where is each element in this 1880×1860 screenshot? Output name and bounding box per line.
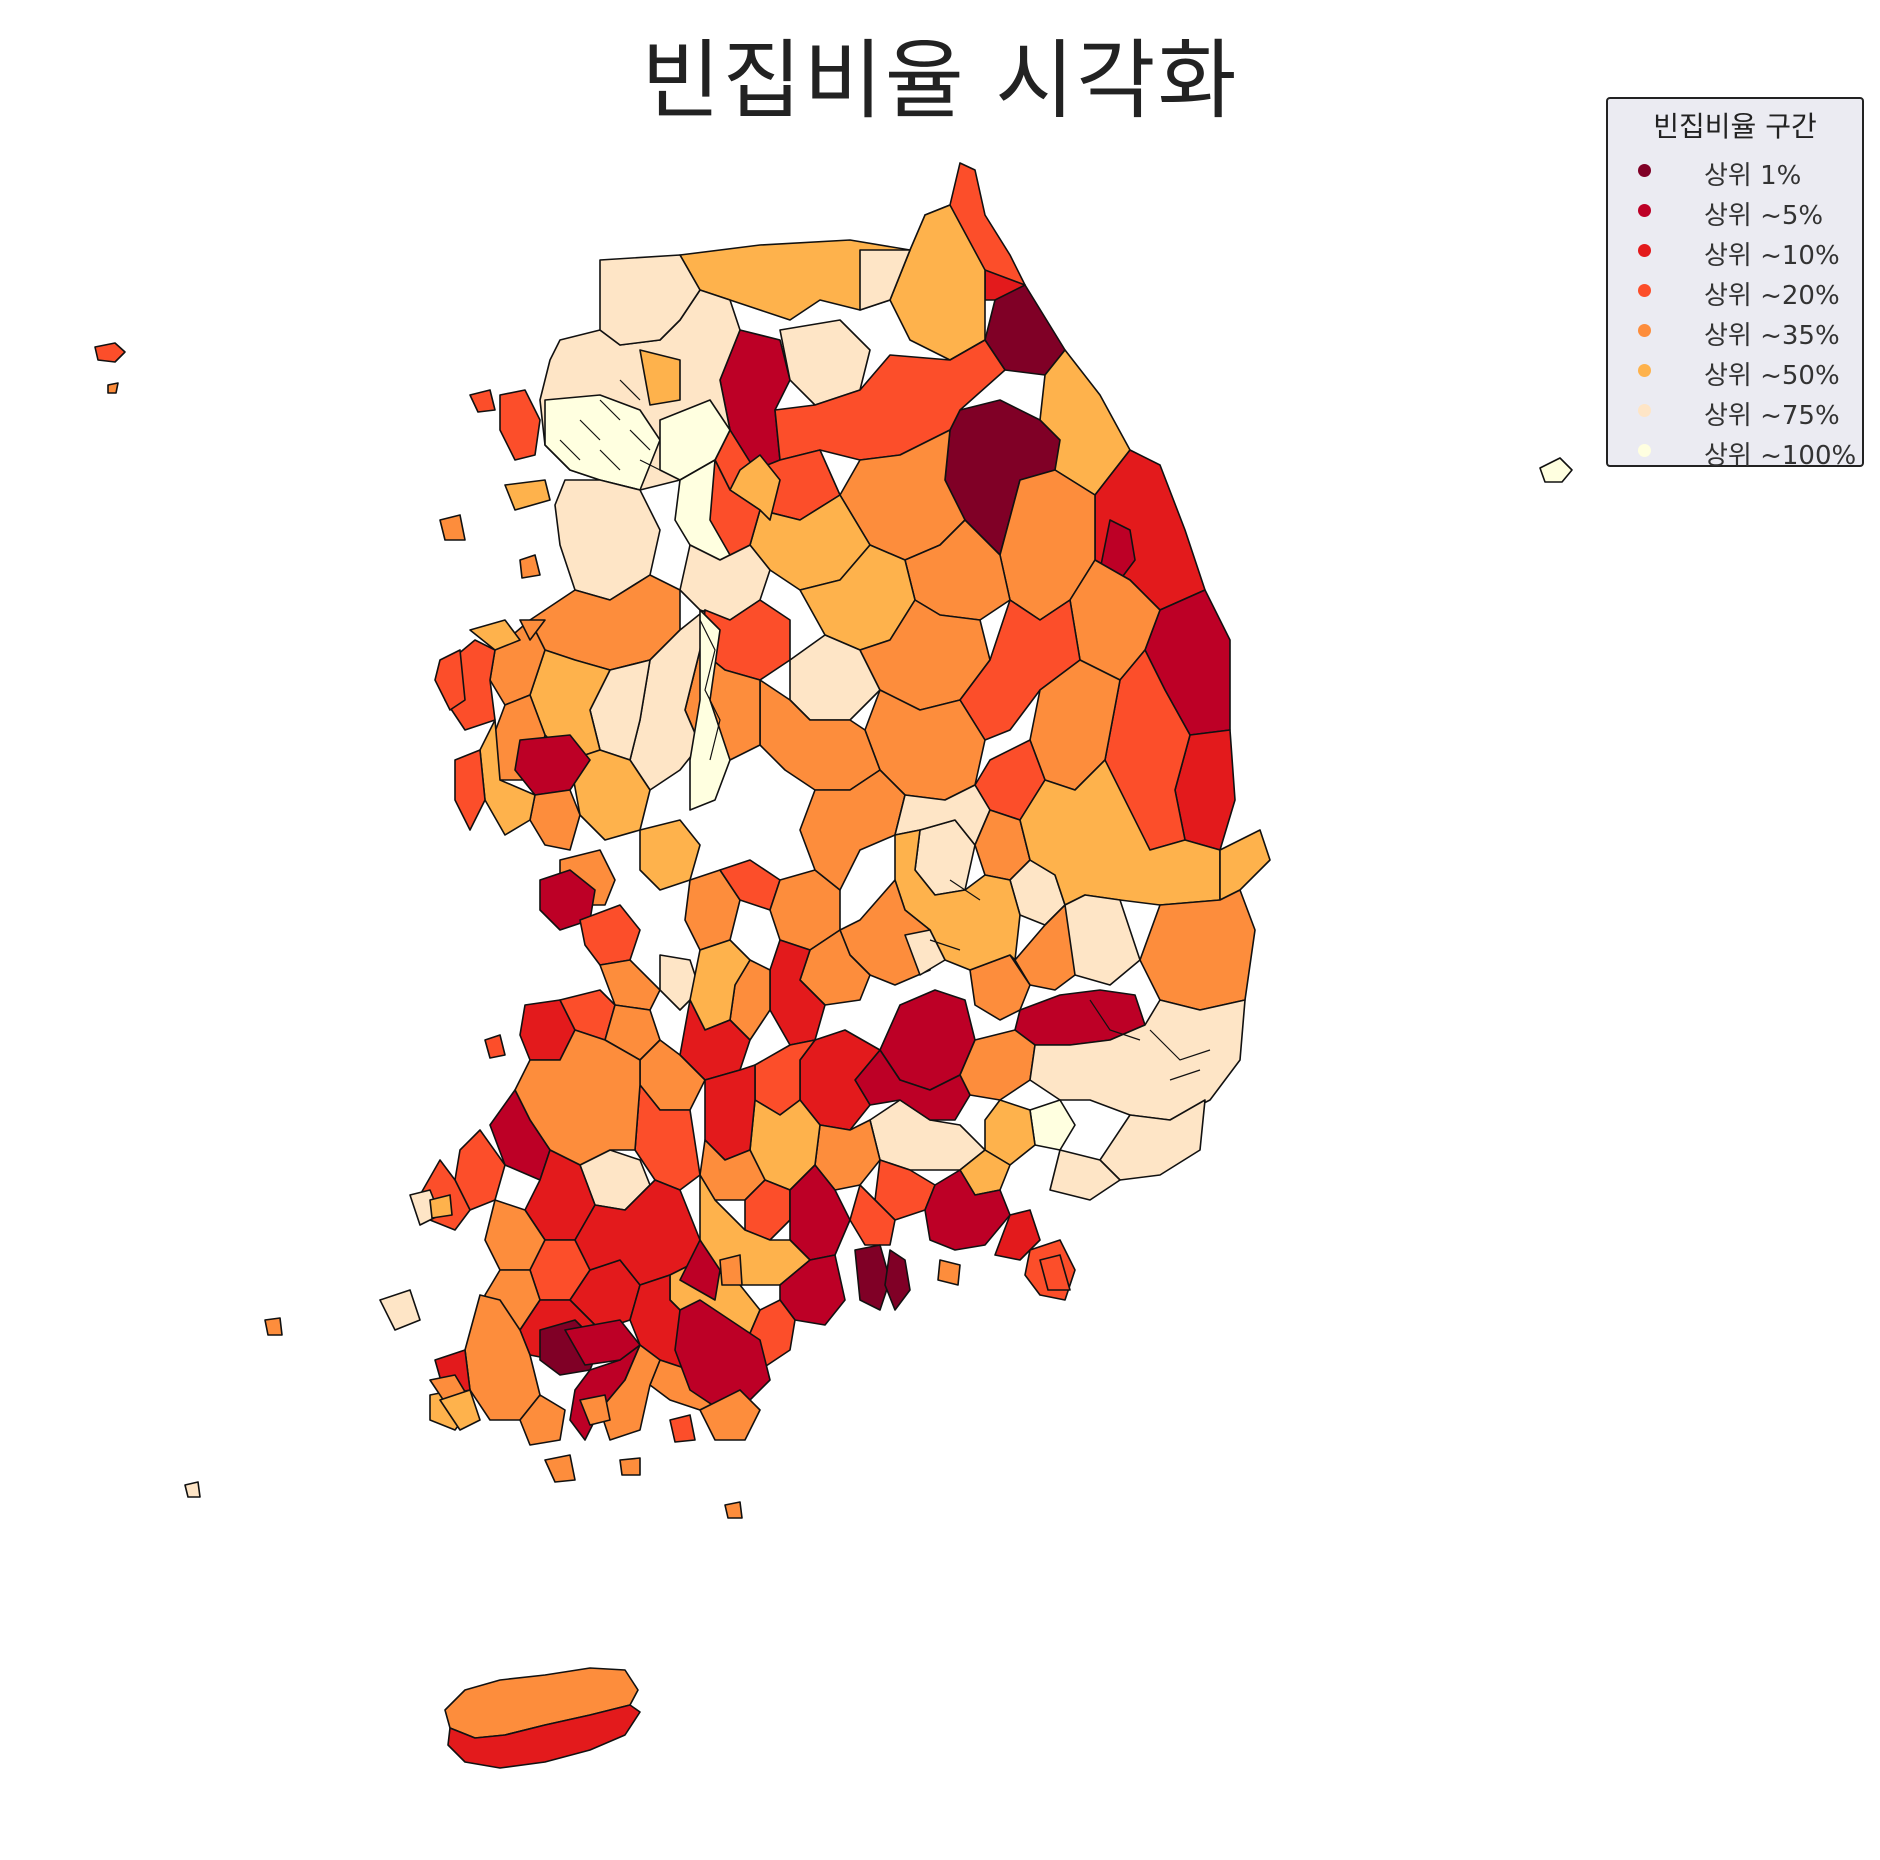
islands [94,342,1573,1519]
region [704,1064,756,1161]
region [519,1394,566,1446]
region [1039,1254,1071,1291]
region [1539,457,1573,483]
map-title: 빈집비율 시각화 [641,31,1239,131]
inner-borders [559,379,1211,1081]
legend-label: 상위 ~5% [1704,201,1824,231]
legend-item-top50: 상위 ~50% [1624,353,1854,391]
region [639,349,681,406]
region [519,554,541,579]
region [634,1084,701,1191]
legend-label: 상위 1% [1704,161,1802,191]
region [447,1704,641,1769]
legend-label: 상위 ~75% [1704,401,1840,431]
legend-item-top5: 상위 ~5% [1624,193,1854,231]
region [1139,889,1256,1011]
map-legend: 빈집비율 구간 상위 1% 상위 ~5% 상위 ~10% 상위 ~20% 상위 … [1606,97,1864,471]
legend-marker [1638,364,1651,377]
legend-label: 상위 ~35% [1704,321,1840,351]
region [599,254,701,346]
region [439,1389,481,1431]
region [434,649,466,711]
region [1219,829,1271,901]
region [544,1454,576,1483]
region [709,459,761,556]
region [719,1254,743,1286]
region [724,1501,743,1519]
region [799,769,906,891]
region [1029,999,1246,1121]
region [519,619,546,641]
region [429,1194,453,1219]
region [379,1289,421,1331]
region [499,389,541,461]
legend-label: 상위 ~100% [1704,441,1857,471]
region [579,1394,611,1426]
region [94,342,126,363]
region [564,1319,641,1366]
legend-label: 상위 ~50% [1704,361,1840,391]
jeju-island [444,1667,641,1769]
legend-marker [1638,244,1651,257]
region [184,1481,201,1498]
region [599,1344,661,1441]
legend-label: 상위 ~20% [1704,281,1840,311]
region [699,1389,761,1441]
legend-item-top100: 상위 ~100% [1624,433,1857,471]
region [469,389,496,413]
region [619,1457,641,1476]
region [484,1034,506,1059]
region [924,1169,1011,1251]
legend-title: 빈집비율 구간 [1653,110,1817,143]
legend-marker [1638,204,1651,217]
legend-item-top1: 상위 1% [1624,153,1854,191]
legend-marker [1638,444,1651,457]
region [674,1299,771,1411]
region [669,1414,696,1443]
region [854,1244,891,1311]
region [504,479,551,511]
region [689,609,731,811]
legend-item-top35: 상위 ~35% [1624,313,1854,351]
region [107,382,119,394]
region [469,619,521,651]
region [959,599,1081,741]
legend-marker [1638,404,1651,417]
mainland-regions [419,162,1271,1446]
region [937,1259,961,1286]
legend-item-top10: 상위 ~10% [1624,233,1854,271]
legend-marker [1638,284,1651,297]
legend-item-top75: 상위 ~75% [1624,393,1854,431]
region [454,749,486,831]
region [859,249,911,311]
region [599,959,661,1011]
legend-marker [1638,324,1651,337]
region [1049,1149,1121,1201]
region [264,1317,283,1336]
region [439,514,466,541]
region [529,789,581,851]
legend-marker [1638,164,1651,177]
region [1099,519,1136,581]
legend-label: 상위 ~10% [1704,241,1840,271]
region [884,1249,911,1311]
legend-item-top20: 상위 ~20% [1624,273,1854,311]
region [1029,1099,1076,1151]
